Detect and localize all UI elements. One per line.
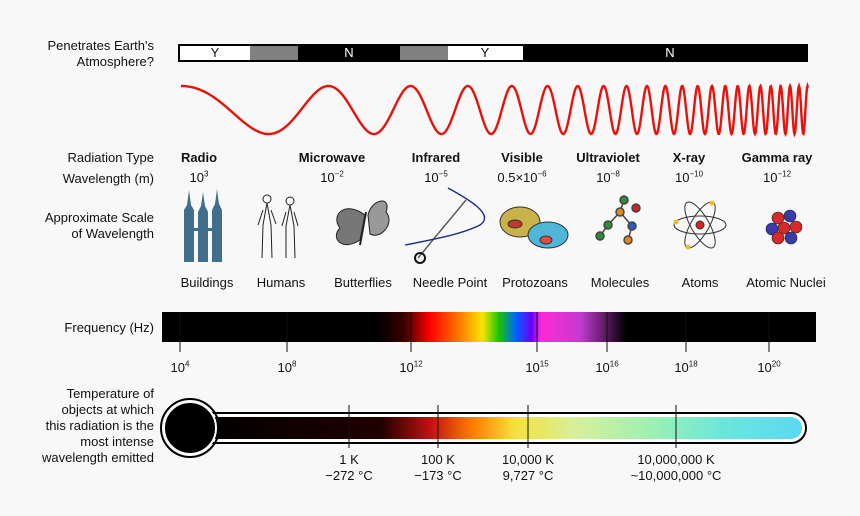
protozoa-icon: [499, 206, 569, 249]
wavelength-value-6: 10−12: [762, 169, 792, 185]
molecule-icon: [595, 195, 641, 245]
temperature-label-3-line2: ~10,000,000 °C: [630, 468, 722, 483]
temperature-label: Temperature of objects at which this rad…: [41, 386, 154, 465]
atmosphere-n2: N: [665, 45, 675, 60]
atmosphere-y1: Y: [210, 45, 220, 60]
humans-icon: [257, 194, 299, 259]
temperature-label-2-line1: 10,000 K: [501, 452, 555, 467]
frequency-tick-label-5: 1018: [674, 359, 698, 375]
scale-item-5: Molecules: [590, 275, 650, 290]
penetrates-label: Penetrates Earth's Atmosphere?: [47, 38, 154, 69]
scale-item-2: Butterflies: [334, 275, 392, 290]
temperature-label-3-line1: 10,000,000 K: [637, 452, 715, 467]
buildings-icon: [184, 189, 222, 262]
temperature-label-0-line2: −272 °C: [325, 468, 373, 483]
butterfly-icon: [335, 200, 390, 246]
radiation-type-4: Ultraviolet: [576, 150, 640, 165]
atom-icon: [673, 200, 727, 250]
atmosphere-n1: N: [344, 45, 354, 60]
radiation-type-2: Infrared: [411, 150, 461, 165]
scale-label: Approximate Scale of Wavelength: [44, 210, 154, 241]
temperature-label-2-line2: 9,727 °C: [502, 468, 554, 483]
frequency-tick-label-3: 1015: [525, 359, 549, 375]
radiation-type-6: Gamma ray: [741, 150, 813, 165]
frequency-tick-label-4: 1016: [595, 359, 619, 375]
radiation-type-1: Microwave: [298, 150, 366, 165]
temperature-label-1-line1: 100 K: [421, 452, 455, 467]
scale-item-3: Needle Point: [412, 275, 488, 290]
frequency-tick-label-6: 1020: [757, 359, 781, 375]
wavelength-label: Wavelength (m): [62, 171, 154, 186]
temperature-label-0-line1: 1 K: [339, 452, 359, 467]
temperature-label-1-line2: −173 °C: [414, 468, 462, 483]
wavelength-value-0: 103: [189, 169, 209, 185]
scale-item-1: Humans: [256, 275, 306, 290]
scale-item-4: Protozoans: [502, 275, 568, 290]
wavelength-value-5: 10−10: [674, 169, 704, 185]
wavelength-value-3: 0.5×10−6: [497, 169, 547, 185]
needle-icon: [404, 187, 486, 264]
scale-item-7: Atomic Nuclei: [746, 275, 826, 290]
atmosphere-y2: Y: [480, 45, 490, 60]
wavelength-value-1: 10−2: [320, 169, 344, 185]
scale-item-0: Buildings: [180, 275, 234, 290]
radiation-type-label: Radiation Type: [67, 150, 155, 165]
frequency-tick-label-0: 104: [170, 359, 190, 375]
radiation-type-3: Visible: [501, 150, 543, 165]
wavelength-value-2: 10−5: [424, 169, 448, 185]
radiation-type-0: Radio: [180, 150, 218, 165]
nucleus-icon: [765, 209, 803, 245]
frequency-tick-label-2: 1012: [399, 359, 423, 375]
scale-item-6: Atoms: [681, 275, 719, 290]
wavelength-value-4: 10−8: [596, 169, 620, 185]
frequency-label: Frequency (Hz): [64, 320, 154, 335]
frequency-tick-label-1: 108: [277, 359, 297, 375]
radiation-type-5: X-ray: [672, 150, 706, 165]
